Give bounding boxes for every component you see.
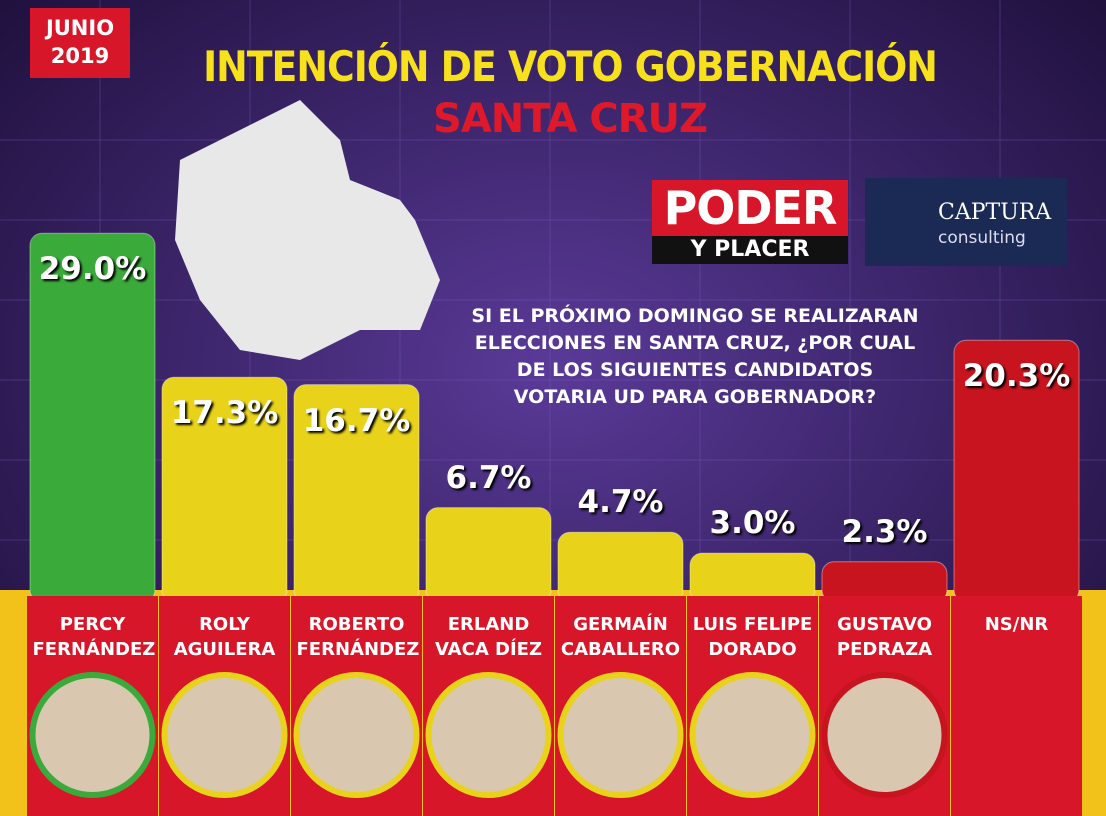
date-badge: JUNIO 2019 bbox=[30, 8, 130, 78]
value-label: 2.3% bbox=[841, 513, 928, 550]
category-panel bbox=[951, 596, 1082, 816]
pollster-logo bbox=[865, 178, 1067, 266]
category-label: PERCY FERNÁNDEZ bbox=[32, 614, 156, 660]
category-label: ROBERTO FERNÁNDEZ bbox=[296, 614, 420, 660]
candidate-photo bbox=[557, 672, 684, 798]
category-label: NS/NR bbox=[984, 614, 1049, 635]
value-label: 4.7% bbox=[577, 484, 664, 521]
value-label: 16.7% bbox=[302, 402, 411, 439]
bar bbox=[557, 531, 684, 603]
category-label: GERMAÍN CABALLERO bbox=[560, 614, 681, 660]
bar bbox=[29, 232, 156, 603]
value-label: 17.3% bbox=[170, 395, 279, 432]
value-label: 3.0% bbox=[709, 505, 796, 542]
category-label: ERLAND VACA DÍEZ bbox=[434, 614, 543, 660]
candidate-photo bbox=[821, 672, 948, 798]
question: SI EL PRÓXIMO DOMINGO SE REALIZARAN ELEC… bbox=[471, 305, 919, 408]
map-image bbox=[175, 100, 440, 360]
pollster-name: CAPTURA bbox=[938, 200, 1052, 225]
bar bbox=[821, 561, 948, 603]
publisher-logo: Y PLACER bbox=[652, 236, 848, 264]
chart-title: INTENCIÓN DE VOTO GOBERNACIÓN bbox=[203, 42, 938, 91]
category-label: ROLY AGUILERA bbox=[173, 614, 276, 660]
candidate-photo bbox=[689, 672, 816, 798]
publisher-logo: PODER bbox=[652, 180, 848, 236]
category-label: LUIS FELIPE DORADO bbox=[692, 614, 813, 660]
candidate-photo bbox=[425, 672, 552, 798]
candidate-photo bbox=[29, 672, 156, 798]
category-label: GUSTAVO PEDRAZA bbox=[836, 614, 933, 660]
bar bbox=[425, 507, 552, 603]
value-label: 29.0% bbox=[38, 251, 147, 288]
chart-subtitle: SANTA CRUZ bbox=[433, 96, 708, 142]
value-label: 20.3% bbox=[962, 358, 1071, 395]
value-label: 6.7% bbox=[445, 459, 532, 496]
candidate-photo bbox=[161, 672, 288, 798]
candidate-photo bbox=[293, 672, 420, 798]
pollster-tagline: consulting bbox=[938, 228, 1026, 248]
bar bbox=[689, 552, 816, 603]
